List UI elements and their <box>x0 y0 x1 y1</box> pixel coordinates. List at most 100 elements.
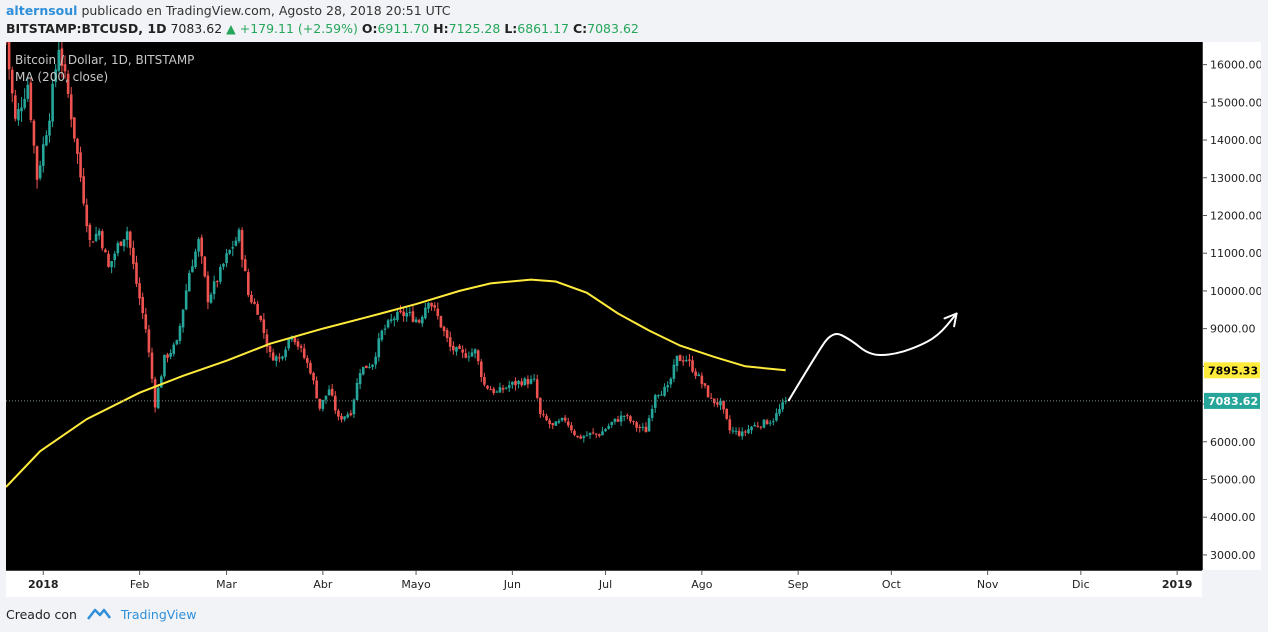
candle-body <box>511 381 514 385</box>
candle <box>604 427 607 432</box>
candle <box>694 368 697 380</box>
candle <box>48 113 51 143</box>
candle-body <box>228 250 231 254</box>
symbol-name: BITSTAMP:BTCUSD, 1D <box>6 21 167 36</box>
candle-body <box>253 301 256 304</box>
candle <box>253 298 256 305</box>
candle-body <box>647 418 651 432</box>
candle <box>54 64 58 88</box>
candle-body <box>274 356 278 361</box>
candle <box>700 372 704 389</box>
candle <box>591 428 595 435</box>
candle <box>411 304 415 323</box>
symbol-header: BITSTAMP:BTCUSD, 1D 7083.62 ▲ +179.11 (+… <box>6 21 639 36</box>
x-tick-label: Oct <box>882 578 902 591</box>
candle <box>352 398 356 418</box>
candle <box>647 414 651 432</box>
candle-body <box>23 99 26 108</box>
candle-body <box>781 402 784 410</box>
candle <box>563 415 567 423</box>
candle <box>306 355 309 369</box>
candle-body <box>784 400 788 402</box>
candle <box>377 332 381 362</box>
candle <box>616 415 620 423</box>
candle-body <box>657 395 660 397</box>
candle <box>299 343 303 353</box>
candle <box>7 42 11 80</box>
candle-body <box>122 239 126 247</box>
candle <box>41 136 45 173</box>
candle-body <box>604 429 607 432</box>
candle <box>548 418 551 429</box>
y-tick-label: 16000.00 <box>1210 59 1261 72</box>
candle-body <box>641 426 645 428</box>
candle <box>588 432 592 440</box>
last-price-tag: 7083.62 <box>1204 392 1260 409</box>
candle-body <box>424 307 427 319</box>
candle <box>82 168 85 206</box>
candle <box>119 241 123 247</box>
candle-body <box>206 275 210 303</box>
candle-body <box>551 423 555 426</box>
candle-body <box>259 315 263 320</box>
candle-body <box>719 400 722 406</box>
candle-body <box>560 417 564 421</box>
candle <box>250 290 253 304</box>
candle-body <box>374 356 377 365</box>
candle-body <box>442 326 446 332</box>
candle-body <box>389 319 393 321</box>
candle <box>374 352 377 369</box>
candle <box>622 415 626 422</box>
candle <box>430 302 433 311</box>
candle-body <box>138 283 141 299</box>
candle-body <box>588 432 592 435</box>
candle <box>113 251 117 268</box>
candle-body <box>355 382 359 400</box>
candle-body <box>489 389 492 391</box>
candle-body <box>104 249 107 253</box>
candle <box>63 55 67 79</box>
candle <box>644 422 648 433</box>
candle <box>601 426 604 436</box>
candle-body <box>284 349 287 358</box>
candle <box>318 398 322 411</box>
candle-body <box>302 348 306 358</box>
candle <box>507 380 511 393</box>
candle <box>408 307 412 317</box>
candle-body <box>66 73 70 94</box>
candle-body <box>566 421 570 426</box>
chart-pane[interactable]: Bitcoin / Dollar, 1D, BITSTAMP MA (200, … <box>6 42 1202 570</box>
candle-body <box>598 434 601 437</box>
candle <box>32 119 36 154</box>
candle-body <box>107 253 110 267</box>
candle-body <box>663 386 666 396</box>
high-label: H: <box>433 21 449 36</box>
candle <box>740 427 744 440</box>
candle <box>358 368 362 390</box>
candle-body <box>629 416 632 422</box>
candle-body <box>51 83 54 122</box>
candle-body <box>554 421 558 426</box>
candle-body <box>681 360 685 362</box>
candle <box>330 383 334 397</box>
candle <box>287 338 290 351</box>
legend-title: Bitcoin / Dollar, 1D, BITSTAMP <box>15 53 195 67</box>
candle <box>383 324 387 335</box>
candle <box>128 230 132 256</box>
candle-body <box>247 272 250 296</box>
candle <box>346 411 350 419</box>
candle <box>759 425 763 430</box>
time-axis[interactable]: 2018 Feb Mar Abr Mayo Jun Jul Ago Sep Oct Nov Dic 20… <box>6 570 1202 597</box>
tradingview-link[interactable]: TradingView <box>120 607 197 622</box>
price-axis[interactable]: 3000.004000.005000.006000.007000.008000.… <box>1202 42 1263 570</box>
candle-body <box>464 353 468 358</box>
candle <box>393 316 396 327</box>
candle <box>737 427 741 437</box>
candle <box>20 97 23 122</box>
candle-body <box>716 402 719 405</box>
candle-body <box>619 415 623 422</box>
candle <box>237 227 241 244</box>
ma-value-tag-text: 7895.33 <box>1208 364 1258 377</box>
author-link[interactable]: alternsoul <box>6 3 78 18</box>
candle-body <box>163 354 166 377</box>
